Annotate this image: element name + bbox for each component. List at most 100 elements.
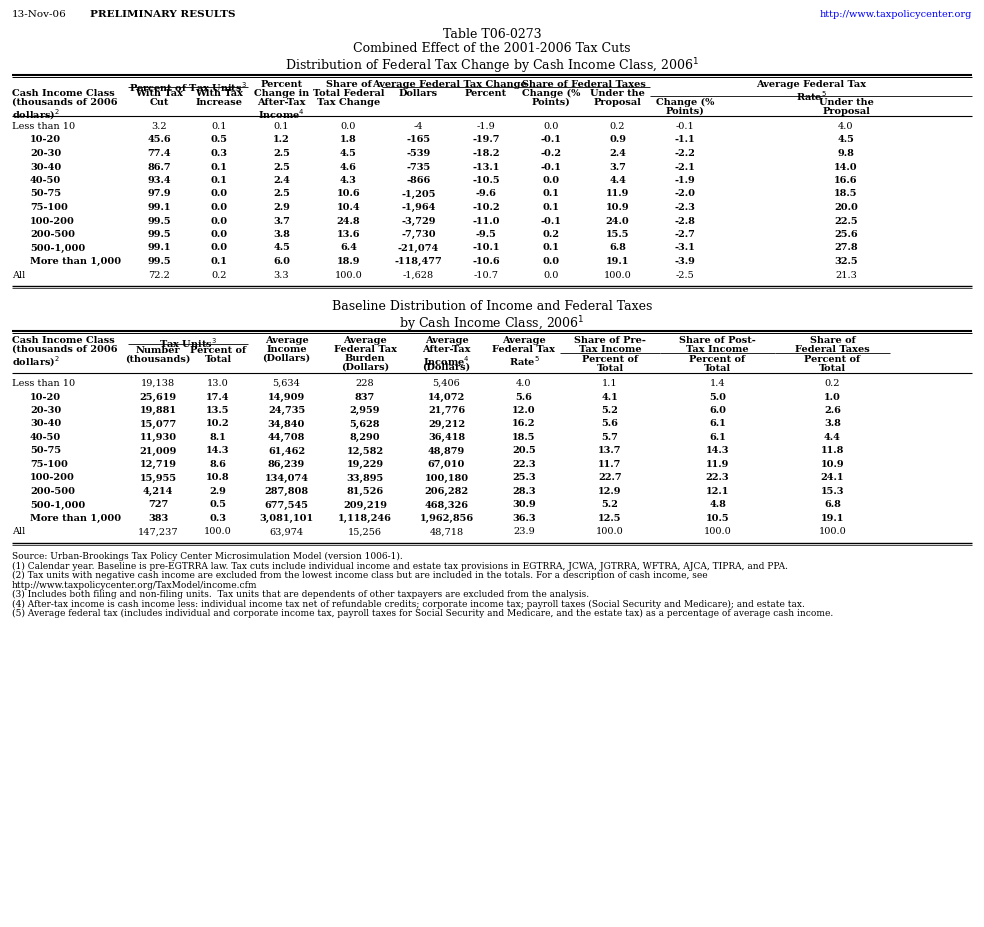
Text: 11.9: 11.9 (606, 189, 629, 198)
Text: Rate$^5$: Rate$^5$ (795, 89, 827, 103)
Text: 4,214: 4,214 (143, 487, 173, 495)
Text: 0.0: 0.0 (211, 243, 227, 252)
Text: -0.1: -0.1 (676, 121, 695, 131)
Text: http://www.taxpolicycenter.org/TaxModel/income.cfm: http://www.taxpolicycenter.org/TaxModel/… (12, 580, 258, 589)
Text: Points): Points) (531, 98, 571, 107)
Text: Baseline Distribution of Income and Federal Taxes: Baseline Distribution of Income and Fede… (332, 299, 652, 312)
Text: 21,009: 21,009 (140, 446, 177, 455)
Text: (3) Includes both filing and non-filing units.  Tax units that are dependents of: (3) Includes both filing and non-filing … (12, 590, 589, 599)
Text: 2.6: 2.6 (824, 406, 841, 414)
Text: Proposal: Proposal (822, 107, 870, 116)
Text: 13-Nov-06: 13-Nov-06 (12, 10, 67, 19)
Text: 50-75: 50-75 (30, 189, 61, 198)
Text: 287,808: 287,808 (265, 487, 309, 495)
Text: 15,256: 15,256 (348, 527, 382, 536)
Text: Cash Income Class: Cash Income Class (12, 89, 115, 98)
Text: -13.1: -13.1 (472, 162, 500, 171)
Text: Percent of: Percent of (690, 355, 746, 363)
Text: 100.0: 100.0 (335, 270, 362, 279)
Text: All: All (12, 527, 26, 536)
Text: 19.1: 19.1 (606, 257, 629, 266)
Text: 63,974: 63,974 (270, 527, 303, 536)
Text: -10.2: -10.2 (472, 203, 500, 211)
Text: Total: Total (819, 363, 846, 373)
Text: 30-40: 30-40 (30, 419, 61, 428)
Text: 100.0: 100.0 (204, 527, 232, 536)
Text: 1,118,246: 1,118,246 (338, 514, 392, 523)
Text: 10-20: 10-20 (30, 392, 61, 401)
Text: Federal Taxes: Federal Taxes (795, 345, 870, 353)
Text: 4.5: 4.5 (837, 135, 854, 145)
Text: dollars)$^2$: dollars)$^2$ (12, 107, 60, 121)
Text: -18.2: -18.2 (472, 149, 500, 158)
Text: 4.5: 4.5 (274, 243, 290, 252)
Text: 29,212: 29,212 (428, 419, 465, 428)
Text: -2.0: -2.0 (674, 189, 696, 198)
Text: Burden: Burden (344, 353, 386, 362)
Text: 2.5: 2.5 (274, 162, 290, 171)
Text: Tax Units$^3$: Tax Units$^3$ (159, 336, 216, 349)
Text: 0.1: 0.1 (211, 257, 227, 266)
Text: 27.8: 27.8 (834, 243, 858, 252)
Text: 0.0: 0.0 (211, 216, 227, 225)
Text: 20.5: 20.5 (512, 446, 536, 455)
Text: 200-500: 200-500 (30, 230, 75, 239)
Text: (Dollars): (Dollars) (263, 353, 311, 362)
Text: -9.6: -9.6 (475, 189, 497, 198)
Text: 1.0: 1.0 (824, 392, 841, 401)
Text: 18.9: 18.9 (337, 257, 360, 266)
Text: Share of: Share of (810, 336, 855, 345)
Text: With Tax: With Tax (195, 89, 243, 98)
Text: 20-30: 20-30 (30, 406, 61, 414)
Text: 19,138: 19,138 (141, 378, 175, 387)
Text: 16.2: 16.2 (513, 419, 535, 428)
Text: 134,074: 134,074 (265, 473, 309, 482)
Text: With Tax: With Tax (135, 89, 183, 98)
Text: -9.5: -9.5 (475, 230, 497, 239)
Text: 0.2: 0.2 (610, 121, 625, 131)
Text: Federal Tax: Federal Tax (334, 345, 397, 353)
Text: 6.0: 6.0 (273, 257, 290, 266)
Text: 32.5: 32.5 (834, 257, 858, 266)
Text: 3.8: 3.8 (824, 419, 841, 428)
Text: 14,072: 14,072 (428, 392, 465, 401)
Text: 36.3: 36.3 (513, 514, 536, 523)
Text: 0.1: 0.1 (274, 121, 289, 131)
Text: 0.0: 0.0 (543, 121, 559, 131)
Text: 4.8: 4.8 (709, 500, 726, 509)
Text: 10-20: 10-20 (30, 135, 61, 145)
Text: 19,229: 19,229 (346, 460, 384, 468)
Text: 25,619: 25,619 (140, 392, 176, 401)
Text: 14.3: 14.3 (207, 446, 229, 455)
Text: (1) Calendar year. Baseline is pre-EGTRRA law. Tax cuts include individual incom: (1) Calendar year. Baseline is pre-EGTRR… (12, 561, 788, 570)
Text: 0.0: 0.0 (211, 230, 227, 239)
Text: After-Tax: After-Tax (257, 98, 306, 107)
Text: More than 1,000: More than 1,000 (30, 514, 121, 523)
Text: http://www.taxpolicycenter.org: http://www.taxpolicycenter.org (820, 10, 972, 19)
Text: 18.5: 18.5 (513, 433, 535, 441)
Text: 468,326: 468,326 (424, 500, 468, 509)
Text: 100,180: 100,180 (424, 473, 468, 482)
Text: 19,881: 19,881 (140, 406, 176, 414)
Text: Change (%: Change (% (522, 89, 581, 98)
Text: Table T06-0273: Table T06-0273 (443, 28, 541, 41)
Text: 147,237: 147,237 (138, 527, 178, 536)
Text: 99.5: 99.5 (148, 257, 171, 266)
Text: 3.2: 3.2 (152, 121, 167, 131)
Text: 12.1: 12.1 (706, 487, 729, 495)
Text: (thousands): (thousands) (125, 355, 191, 363)
Text: 18.5: 18.5 (834, 189, 858, 198)
Text: 14,909: 14,909 (268, 392, 305, 401)
Text: 24.8: 24.8 (337, 216, 360, 225)
Text: 10.5: 10.5 (706, 514, 729, 523)
Text: 12,719: 12,719 (140, 460, 176, 468)
Text: 100-200: 100-200 (30, 216, 75, 225)
Text: 4.1: 4.1 (601, 392, 618, 401)
Text: -3,729: -3,729 (401, 216, 436, 225)
Text: 1,962,856: 1,962,856 (419, 514, 473, 523)
Text: -0.1: -0.1 (540, 216, 562, 225)
Text: 81,526: 81,526 (346, 487, 384, 495)
Text: 2.5: 2.5 (274, 189, 290, 198)
Text: 99.1: 99.1 (148, 203, 171, 211)
Text: 72.2: 72.2 (148, 270, 170, 279)
